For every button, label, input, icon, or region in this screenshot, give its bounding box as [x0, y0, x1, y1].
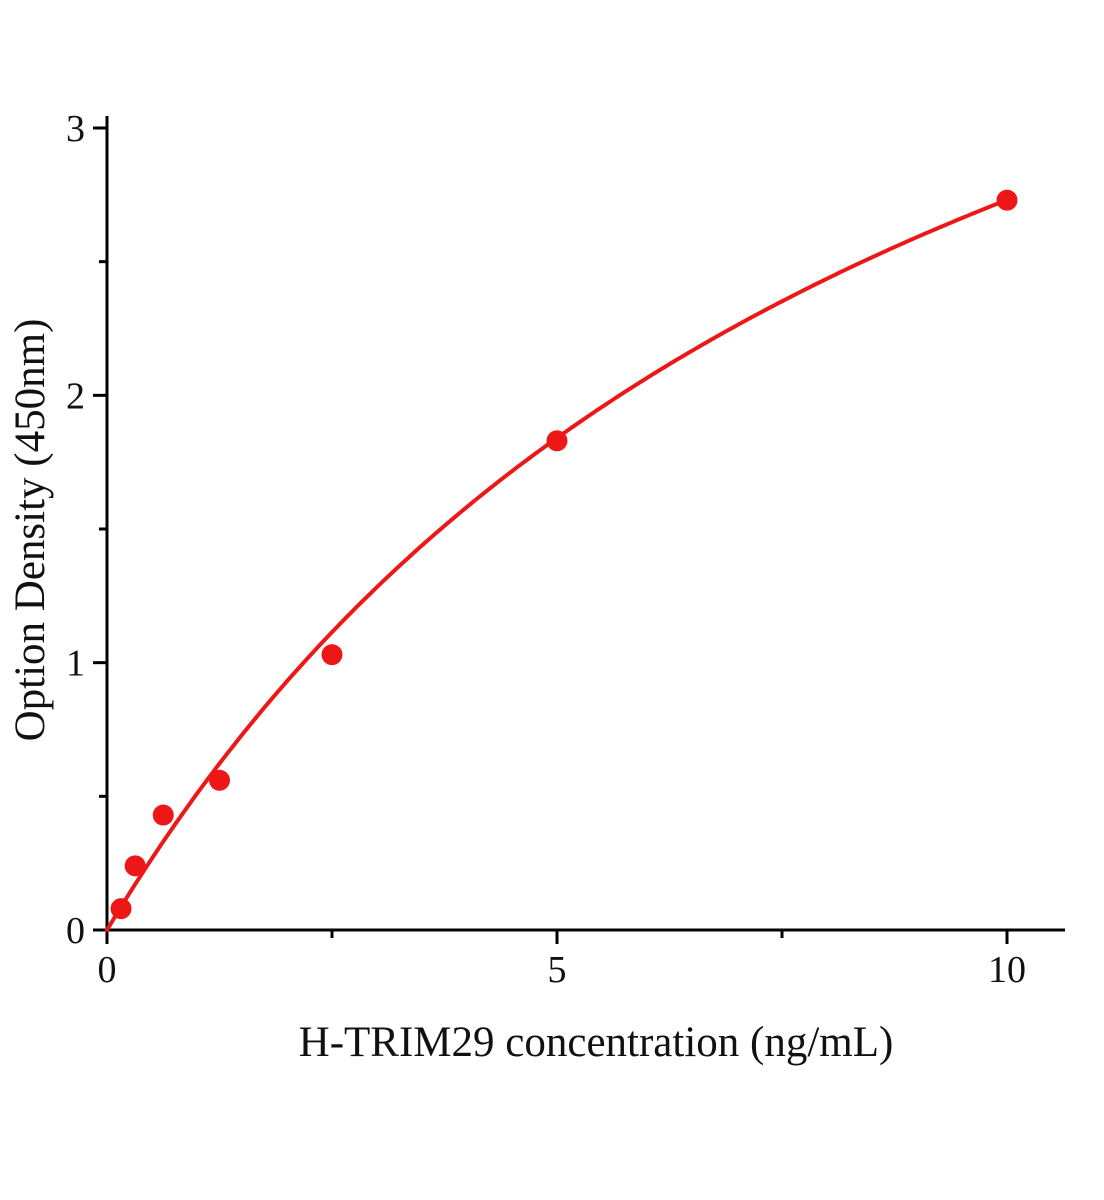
data-point — [321, 644, 343, 666]
data-point — [996, 189, 1018, 211]
x-tick-label: 10 — [988, 949, 1026, 991]
y-tick-label: 2 — [66, 375, 85, 417]
axes-group — [93, 116, 1065, 944]
data-point — [152, 804, 174, 826]
fit-curve-group — [105, 197, 1009, 932]
data-point — [124, 855, 146, 877]
data-point — [546, 430, 568, 452]
y-tick-label: 3 — [66, 108, 85, 150]
data-point — [209, 769, 230, 791]
tick-labels-group: 0 5 10 0 1 2 3 — [66, 108, 1026, 991]
y-tick-label: 1 — [66, 643, 85, 685]
x-tick-label: 0 — [98, 949, 117, 991]
x-axis-title: H-TRIM29 concentration (ng/mL) — [299, 1019, 894, 1066]
data-points-group — [110, 189, 1018, 920]
y-tick-label: 0 — [66, 910, 85, 952]
data-point — [110, 898, 132, 920]
x-tick-label: 5 — [548, 949, 567, 991]
fit-curve — [105, 197, 1009, 932]
y-axis-title: Option Density (450nm) — [7, 319, 54, 742]
